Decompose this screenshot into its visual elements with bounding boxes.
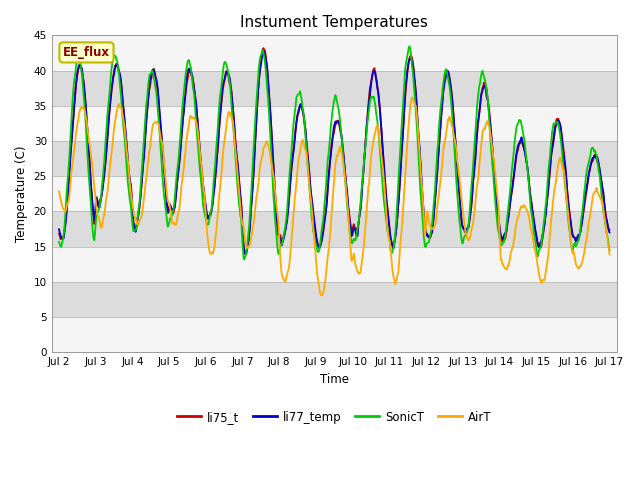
Bar — [52, 247, 617, 282]
Text: EE_flux: EE_flux — [63, 46, 110, 59]
Bar — [52, 212, 617, 247]
Bar — [52, 282, 617, 317]
Bar — [52, 71, 617, 106]
Legend: li75_t, li77_temp, SonicT, AirT: li75_t, li77_temp, SonicT, AirT — [173, 406, 496, 428]
Title: Instument Temperatures: Instument Temperatures — [241, 15, 428, 30]
Y-axis label: Temperature (C): Temperature (C) — [15, 145, 28, 242]
Bar — [52, 36, 617, 71]
X-axis label: Time: Time — [320, 373, 349, 386]
Bar — [52, 141, 617, 176]
Bar — [52, 106, 617, 141]
Bar — [52, 176, 617, 212]
Bar — [52, 317, 617, 352]
